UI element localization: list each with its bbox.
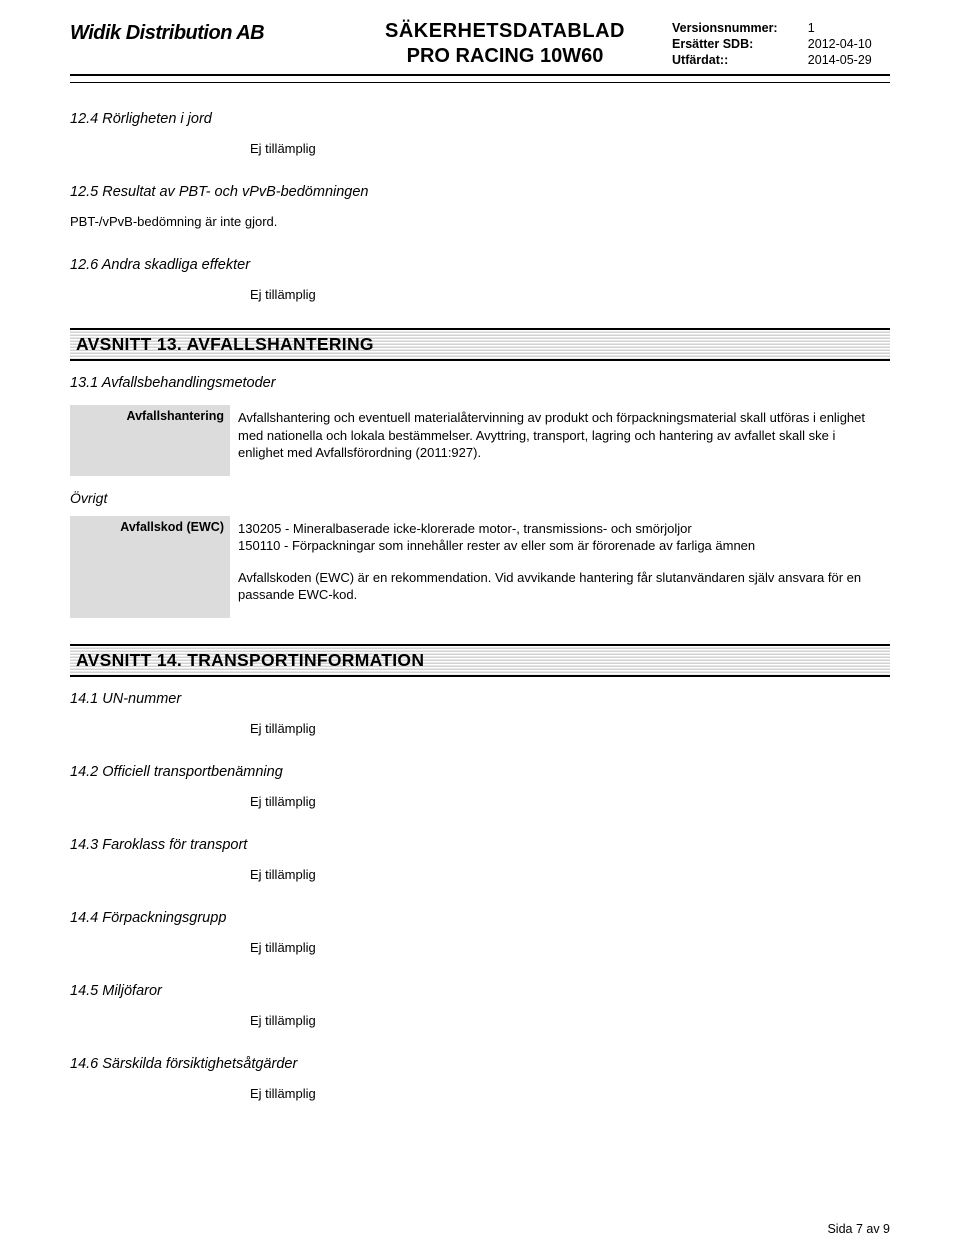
subsection-12-5: 12.5 Resultat av PBT- och vPvB-bedömning… <box>70 184 890 200</box>
header-divider <box>70 82 890 83</box>
subsection-14-3: 14.3 Faroklass för transport <box>70 837 890 853</box>
title-block: SÄKERHETSDATABLAD PRO RACING 10W60 <box>340 20 670 68</box>
subsection-12-4-text: Ej tillämplig <box>250 141 890 156</box>
subsection-14-5-text: Ej tillämplig <box>250 1013 890 1028</box>
issued-value: 2014-05-29 <box>806 52 890 68</box>
table-row: Avfallshantering Avfallshantering och ev… <box>70 405 890 476</box>
subsection-12-4: 12.4 Rörligheten i jord <box>70 111 890 127</box>
document-header: Widik Distribution AB SÄKERHETSDATABLAD … <box>70 20 890 76</box>
section-13-header: AVSNITT 13. AVFALLSHANTERING <box>70 328 890 361</box>
version-value: 1 <box>806 20 890 36</box>
subsection-14-5: 14.5 Miljöfaror <box>70 983 890 999</box>
version-row: Versionsnummer: 1 <box>670 20 890 36</box>
subsection-14-1: 14.1 UN-nummer <box>70 691 890 707</box>
subsection-13-1: 13.1 Avfallsbehandlingsmetoder <box>70 375 890 391</box>
version-label: Versionsnummer: <box>670 20 806 36</box>
subsection-12-5-text: PBT-/vPvB-bedömning är inte gjord. <box>70 214 890 229</box>
waste-code-label: Avfallskod (EWC) <box>70 516 230 618</box>
section-14-title: AVSNITT 14. TRANSPORTINFORMATION <box>76 650 884 671</box>
waste-code-value: 130205 - Mineralbaserade icke-klorerade … <box>230 516 890 618</box>
subsection-14-3-text: Ej tillämplig <box>250 867 890 882</box>
subsection-14-6-text: Ej tillämplig <box>250 1086 890 1101</box>
waste-code-table: Avfallskod (EWC) 130205 - Mineralbaserad… <box>70 516 890 618</box>
doc-title-2: PRO RACING 10W60 <box>340 45 670 68</box>
subsection-14-6: 14.6 Särskilda försiktighetsåtgärder <box>70 1056 890 1072</box>
waste-handling-value: Avfallshantering och eventuell materialå… <box>230 405 890 476</box>
page-footer: Sida 7 av 9 <box>827 1222 890 1236</box>
subsection-14-2: 14.2 Officiell transportbenämning <box>70 764 890 780</box>
version-row: Utfärdat:: 2014-05-29 <box>670 52 890 68</box>
waste-code-line: 130205 - Mineralbaserade icke-klorerade … <box>238 520 884 538</box>
company-logo: Widik Distribution AB <box>70 20 340 45</box>
subsection-12-6-text: Ej tillämplig <box>250 287 890 302</box>
other-heading: Övrigt <box>70 490 890 506</box>
waste-code-line: 150110 - Förpackningar som innehåller re… <box>238 537 884 555</box>
subsection-14-4-text: Ej tillämplig <box>250 940 890 955</box>
waste-handling-label: Avfallshantering <box>70 405 230 476</box>
version-row: Ersätter SDB: 2012-04-10 <box>670 36 890 52</box>
subsection-14-1-text: Ej tillämplig <box>250 721 890 736</box>
subsection-12-6: 12.6 Andra skadliga effekter <box>70 257 890 273</box>
replaces-label: Ersätter SDB: <box>670 36 806 52</box>
subsection-14-2-text: Ej tillämplig <box>250 794 890 809</box>
replaces-value: 2012-04-10 <box>806 36 890 52</box>
waste-code-note: Avfallskoden (EWC) är en rekommendation.… <box>238 569 884 604</box>
section-13-title: AVSNITT 13. AVFALLSHANTERING <box>76 334 884 355</box>
table-row: Avfallskod (EWC) 130205 - Mineralbaserad… <box>70 516 890 618</box>
waste-handling-table: Avfallshantering Avfallshantering och ev… <box>70 405 890 476</box>
issued-label: Utfärdat:: <box>670 52 806 68</box>
section-14-header: AVSNITT 14. TRANSPORTINFORMATION <box>70 644 890 677</box>
subsection-14-4: 14.4 Förpackningsgrupp <box>70 910 890 926</box>
version-info: Versionsnummer: 1 Ersätter SDB: 2012-04-… <box>670 20 890 68</box>
doc-title-1: SÄKERHETSDATABLAD <box>340 20 670 43</box>
